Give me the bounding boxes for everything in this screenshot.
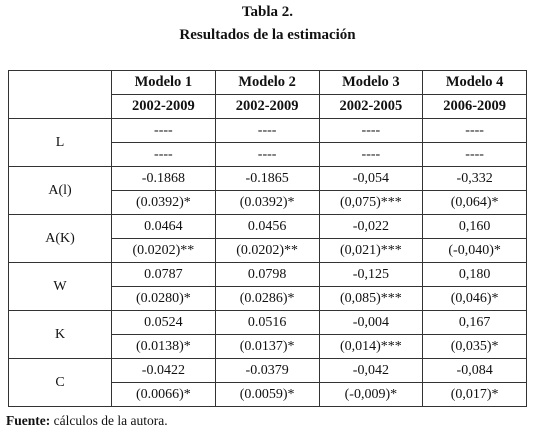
table-row: A(K) 0.0464 0.0456 -0,022 0,160 <box>8 214 527 263</box>
estimate-cell: -0,084 <box>422 358 527 383</box>
table-row: L ---- ---- ---- ---- <box>8 118 527 167</box>
error-cell: (-0,040)* <box>422 238 527 263</box>
estimate-cell: -0,332 <box>422 166 527 191</box>
error-cell: (0,075)*** <box>318 190 424 215</box>
error-cell: (0,064)* <box>422 190 527 215</box>
model-header: Modelo 4 <box>422 70 527 95</box>
table-row: K 0.0524 0.0516 -0,004 0,167 <box>8 310 527 359</box>
estimate-cell: ---- <box>318 118 424 143</box>
estimate-cell: ---- <box>111 118 216 143</box>
period-header: 2006-2009 <box>422 94 527 119</box>
results-table: Modelo 1 Modelo 2 Modelo 3 Modelo 4 2002-200… <box>8 70 527 407</box>
model-header: Modelo 2 <box>214 70 320 95</box>
error-cell: (0.0392)* <box>111 190 216 215</box>
estimate-cell: 0.0456 <box>214 214 320 239</box>
estimate-cell: 0,167 <box>422 310 527 335</box>
estimate-cell: 0.0798 <box>214 262 320 287</box>
error-cell: ---- <box>214 142 320 167</box>
table-row: (0.0392)* (0.0392)* (0,075)*** (0,064)* <box>9 190 527 215</box>
error-cell: ---- <box>111 142 216 167</box>
error-cell: (0.0286)* <box>214 286 320 311</box>
estimate-cell: ---- <box>422 118 527 143</box>
table-row: (0.0138)* (0.0137)* (0,014)*** (0,035)* <box>9 334 527 359</box>
estimate-cell: -0,125 <box>318 262 424 287</box>
error-cell: (0,085)*** <box>318 286 424 311</box>
variable-label: K <box>8 310 112 359</box>
footnote-label: Fuente: <box>6 413 51 428</box>
estimate-cell: 0.0516 <box>214 310 320 335</box>
table-row: (0.0202)** (0.0202)** (0,021)*** (-0,040)* <box>9 238 527 263</box>
variable-label: W <box>8 262 112 311</box>
variable-label: L <box>8 118 112 167</box>
estimate-cell: -0,004 <box>318 310 424 335</box>
table-row: C -0.0422 -0.0379 -0,042 -0,084 <box>8 358 527 407</box>
table-row: Modelo 1 Modelo 2 Modelo 3 Modelo 4 <box>8 70 527 119</box>
table-row: A(l) -0.1868 -0.1865 -0,054 -0,332 <box>8 166 527 215</box>
error-cell: (0.0138)* <box>111 334 216 359</box>
estimate-cell: 0.0464 <box>111 214 216 239</box>
footnote-text: cálculos de la autora. <box>53 413 168 428</box>
error-cell: (0.0202)** <box>111 238 216 263</box>
estimate-cell: 0,180 <box>422 262 527 287</box>
estimate-cell: -0.0379 <box>214 358 320 383</box>
table-title: Tabla 2. <box>241 4 294 20</box>
period-header: 2002-2009 <box>214 94 320 119</box>
table-row: (0.0280)* (0.0286)* (0,085)*** (0,046)* <box>9 286 527 311</box>
error-cell: ---- <box>422 142 527 167</box>
error-cell: (0,017)* <box>422 382 527 407</box>
table-row: W 0.0787 0.0798 -0,125 0,180 <box>8 262 527 311</box>
table-row: ---- ---- ---- ---- <box>9 142 527 167</box>
estimate-cell: ---- <box>214 118 320 143</box>
error-cell: (0.0059)* <box>214 382 320 407</box>
error-cell: (0.0280)* <box>111 286 216 311</box>
estimate-cell: -0,042 <box>318 358 424 383</box>
estimate-cell: 0.0787 <box>111 262 216 287</box>
variable-label: A(l) <box>8 166 112 215</box>
error-cell: (0.0392)* <box>214 190 320 215</box>
estimate-cell: -0.1868 <box>111 166 216 191</box>
table-row: 2002-2009 2002-2009 2002-2005 2006-2009 <box>9 94 527 119</box>
error-cell: (-0,009)* <box>318 382 424 407</box>
table-subtitle: Resultados de la estimación <box>179 27 356 43</box>
error-cell: (0,021)*** <box>318 238 424 263</box>
error-cell: (0.0066)* <box>111 382 216 407</box>
estimate-cell: -0.1865 <box>214 166 320 191</box>
estimate-cell: -0.0422 <box>111 358 216 383</box>
estimate-cell: 0,160 <box>422 214 527 239</box>
model-header: Modelo 3 <box>318 70 424 95</box>
error-cell: (0.0202)** <box>214 238 320 263</box>
table-row: (0.0066)* (0.0059)* (-0,009)* (0,017)* <box>9 382 527 407</box>
corner-cell <box>8 70 112 119</box>
error-cell: ---- <box>318 142 424 167</box>
period-header: 2002-2009 <box>111 94 216 119</box>
estimate-cell: -0,022 <box>318 214 424 239</box>
error-cell: (0,014)*** <box>318 334 424 359</box>
error-cell: (0,035)* <box>422 334 527 359</box>
period-header: 2002-2005 <box>318 94 424 119</box>
variable-label: C <box>8 358 112 407</box>
estimate-cell: -0,054 <box>318 166 424 191</box>
model-header: Modelo 1 <box>111 70 216 95</box>
variable-label: A(K) <box>8 214 112 263</box>
footnote: Fuente: cálculos de la autora. <box>6 413 168 429</box>
error-cell: (0.0137)* <box>214 334 320 359</box>
estimate-cell: 0.0524 <box>111 310 216 335</box>
error-cell: (0,046)* <box>422 286 527 311</box>
